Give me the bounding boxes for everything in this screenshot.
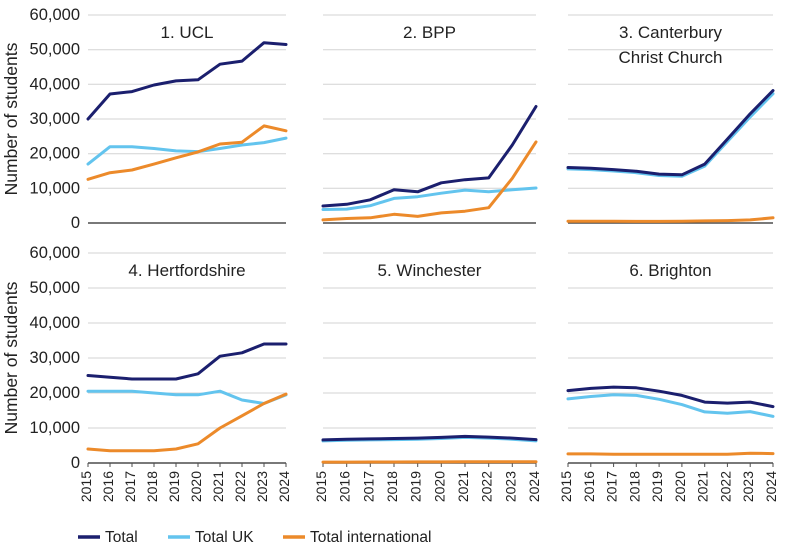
svg-text:10,000: 10,000 — [30, 419, 80, 437]
svg-text:10,000: 10,000 — [30, 179, 80, 197]
svg-text:40,000: 40,000 — [30, 75, 80, 93]
svg-text:2015: 2015 — [313, 471, 329, 502]
svg-text:2024: 2024 — [276, 471, 292, 502]
svg-text:2015: 2015 — [558, 471, 574, 502]
svg-text:2018: 2018 — [626, 471, 642, 502]
svg-text:4. Hertfordshire: 4. Hertfordshire — [128, 261, 245, 280]
svg-text:Total international: Total international — [310, 529, 432, 546]
svg-text:2022: 2022 — [232, 471, 248, 502]
svg-text:Total UK: Total UK — [195, 529, 254, 546]
svg-text:2017: 2017 — [122, 471, 138, 502]
svg-text:Total: Total — [105, 529, 138, 546]
svg-text:2. BPP: 2. BPP — [403, 23, 456, 42]
svg-text:Number of students: Number of students — [1, 42, 21, 195]
svg-text:60,000: 60,000 — [30, 244, 80, 262]
svg-text:2016: 2016 — [581, 471, 597, 502]
svg-text:2016: 2016 — [337, 471, 353, 502]
svg-text:2024: 2024 — [763, 471, 779, 502]
svg-text:3. Canterbury: 3. Canterbury — [619, 23, 722, 42]
svg-text:2019: 2019 — [408, 471, 424, 502]
svg-text:50,000: 50,000 — [30, 279, 80, 297]
svg-text:20,000: 20,000 — [30, 384, 80, 402]
svg-text:0: 0 — [71, 214, 80, 232]
svg-text:2022: 2022 — [479, 471, 495, 502]
svg-text:2020: 2020 — [188, 471, 204, 502]
svg-text:Christ Church: Christ Church — [619, 48, 723, 67]
svg-text:2016: 2016 — [100, 471, 116, 502]
svg-text:2018: 2018 — [144, 471, 160, 502]
svg-text:6. Brighton: 6. Brighton — [629, 261, 711, 280]
svg-text:2018: 2018 — [384, 471, 400, 502]
svg-text:5. Winchester: 5. Winchester — [378, 261, 482, 280]
svg-text:2024: 2024 — [526, 471, 542, 502]
svg-text:2023: 2023 — [740, 471, 756, 502]
svg-text:50,000: 50,000 — [30, 41, 80, 59]
svg-text:2023: 2023 — [502, 471, 518, 502]
svg-text:60,000: 60,000 — [30, 6, 80, 24]
svg-text:2017: 2017 — [360, 471, 376, 502]
svg-text:Number of students: Number of students — [1, 281, 21, 434]
svg-text:2023: 2023 — [254, 471, 270, 502]
svg-text:2022: 2022 — [717, 471, 733, 502]
svg-text:40,000: 40,000 — [30, 314, 80, 332]
svg-text:2015: 2015 — [78, 471, 94, 502]
svg-text:2020: 2020 — [672, 471, 688, 502]
svg-text:2020: 2020 — [431, 471, 447, 502]
svg-text:0: 0 — [71, 454, 80, 472]
svg-text:2019: 2019 — [649, 471, 665, 502]
svg-text:30,000: 30,000 — [30, 110, 80, 128]
svg-text:2021: 2021 — [210, 471, 226, 502]
svg-text:2021: 2021 — [455, 471, 471, 502]
svg-text:20,000: 20,000 — [30, 145, 80, 163]
svg-text:1. UCL: 1. UCL — [161, 23, 214, 42]
svg-text:2021: 2021 — [695, 471, 711, 502]
svg-text:2019: 2019 — [166, 471, 182, 502]
svg-text:2017: 2017 — [604, 471, 620, 502]
svg-text:30,000: 30,000 — [30, 349, 80, 367]
